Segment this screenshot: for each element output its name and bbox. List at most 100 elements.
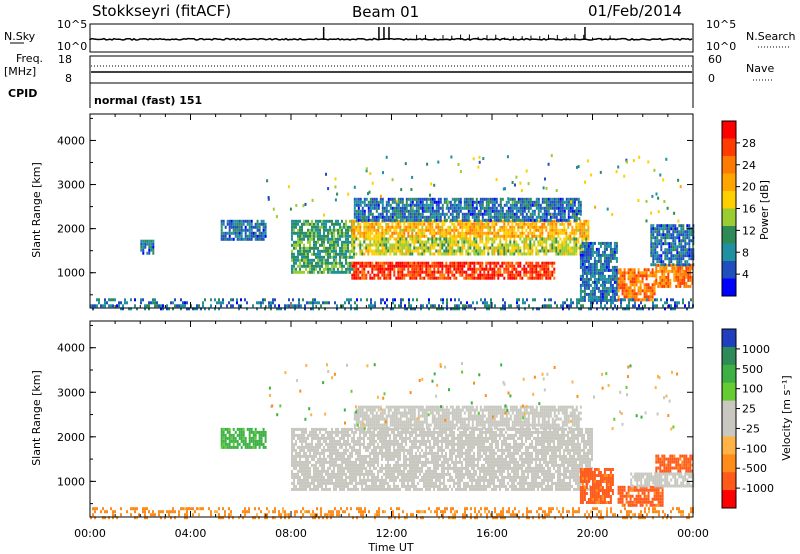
vel-cell — [295, 463, 297, 467]
vel-cell — [264, 433, 267, 437]
power-cell — [549, 231, 552, 235]
power-cell — [497, 243, 500, 247]
power-cell — [383, 231, 386, 235]
power-cell — [413, 218, 416, 222]
power-cell — [611, 253, 614, 257]
power-cell — [377, 234, 380, 238]
power-cell — [387, 200, 390, 204]
power-cell — [551, 222, 554, 226]
power-cell — [609, 247, 612, 251]
power-cell — [399, 222, 402, 226]
power-cell — [441, 203, 444, 207]
power-cell — [511, 203, 514, 207]
power-cell — [399, 264, 402, 268]
power-cell — [426, 304, 428, 308]
power-cell — [291, 231, 293, 235]
power-cell — [561, 246, 564, 250]
power-cell — [411, 249, 414, 253]
power-cell — [668, 260, 671, 264]
power-cell — [148, 248, 151, 252]
power-cell — [446, 304, 448, 308]
power-cell — [457, 234, 460, 238]
power-cell — [525, 267, 528, 271]
power-cell — [579, 259, 582, 263]
power-cell — [657, 284, 660, 288]
power-cell — [256, 234, 259, 238]
power-cell — [417, 197, 420, 201]
power-cell — [451, 218, 454, 222]
power-cell — [603, 295, 606, 299]
power-cell — [527, 237, 530, 241]
power-cell — [242, 228, 245, 232]
power-cell — [589, 277, 592, 281]
power-cell — [395, 276, 398, 280]
power-cell — [357, 276, 360, 280]
power-cell — [576, 301, 578, 305]
vel-cell — [295, 457, 297, 461]
power-cell — [523, 197, 526, 201]
power-cell — [361, 218, 364, 222]
power-cell — [345, 252, 347, 256]
power-cell — [343, 270, 345, 274]
power-cell — [593, 292, 596, 296]
power-cell — [313, 267, 315, 271]
power-cell — [421, 219, 424, 223]
power-cell — [601, 250, 604, 254]
power-cell — [549, 249, 552, 253]
power-cell — [487, 267, 490, 271]
power-cell — [317, 249, 319, 253]
power-cell — [551, 206, 554, 210]
power-cell — [631, 277, 634, 281]
vel-cell — [317, 445, 319, 449]
power-cell — [587, 286, 590, 290]
power-cell — [595, 259, 598, 263]
power-cell — [236, 231, 239, 235]
power-cell — [525, 234, 528, 238]
vel-cell — [228, 439, 231, 443]
power-cell — [142, 242, 145, 246]
power-cell — [523, 222, 526, 226]
power-cell — [327, 252, 329, 256]
power-cell — [473, 209, 476, 213]
power-cell — [343, 246, 345, 250]
power-cell — [140, 245, 143, 249]
power-cell — [260, 234, 263, 238]
power-cell — [453, 252, 456, 256]
power-cell — [605, 280, 608, 284]
power-cell — [507, 212, 510, 216]
power-cell — [385, 276, 388, 280]
power-cell — [467, 252, 470, 256]
power-cell — [435, 212, 438, 216]
power-cell — [541, 222, 544, 226]
power-cell — [545, 276, 548, 280]
power-cell — [473, 276, 476, 280]
power-cell — [371, 237, 374, 241]
power-cell — [662, 224, 665, 228]
power-cell — [392, 298, 394, 302]
power-cell — [461, 240, 464, 244]
power-cell — [589, 295, 592, 299]
power-cell — [499, 264, 502, 268]
power-cell — [196, 304, 198, 308]
power-cell — [392, 301, 394, 305]
power-cell — [645, 295, 648, 299]
power-cell — [621, 271, 624, 275]
power-cell — [425, 267, 428, 271]
power-cell — [497, 203, 500, 207]
power-cell — [405, 218, 408, 222]
power-cell — [644, 304, 646, 308]
power-cell — [633, 271, 636, 275]
power-cell — [218, 301, 220, 305]
power-cell — [469, 212, 472, 216]
power-cell — [487, 249, 490, 253]
power-cell — [335, 237, 337, 241]
power-cell — [637, 292, 640, 296]
power-cell — [493, 252, 496, 256]
power-cell — [409, 249, 412, 253]
power-cell — [325, 249, 327, 253]
power-cell — [601, 241, 604, 245]
power-cell — [495, 261, 498, 265]
power-cell — [144, 245, 147, 249]
power-cell — [465, 222, 468, 226]
power-cell — [401, 212, 404, 216]
